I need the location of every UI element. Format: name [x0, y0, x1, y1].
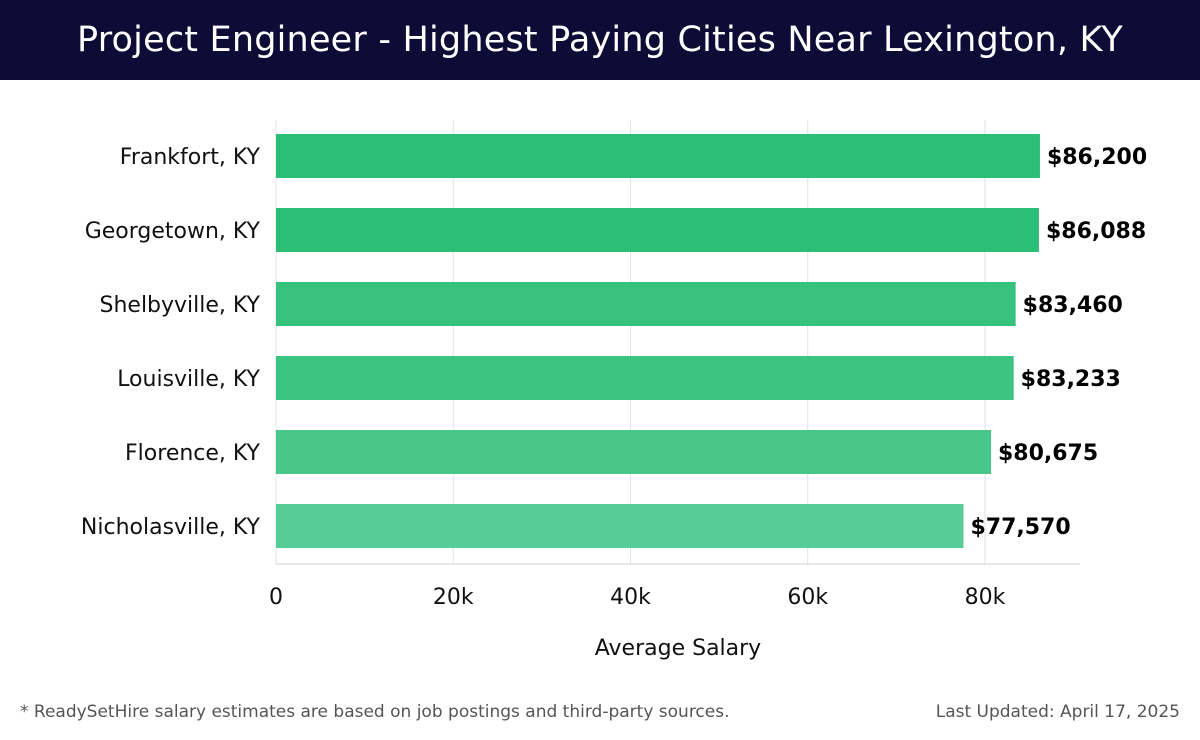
- category-label: Shelbyville, KY: [100, 293, 261, 318]
- x-axis-ticks: 0 20k 40k 60k 80k: [269, 585, 1006, 610]
- bar: [276, 430, 991, 474]
- x-tick-label: 80k: [965, 585, 1006, 610]
- value-label: $80,675: [998, 441, 1098, 466]
- bars: [276, 134, 1040, 548]
- value-labels: $86,200 $86,088 $83,460 $83,233 $80,675 $77,5…: [970, 145, 1147, 540]
- category-label: Frankfort, KY: [120, 145, 261, 170]
- bar: [276, 282, 1016, 326]
- x-tick-label: 60k: [787, 585, 828, 610]
- value-label: $86,200: [1047, 145, 1147, 170]
- x-tick-label: 40k: [610, 585, 651, 610]
- value-label: $83,233: [1021, 367, 1121, 392]
- category-label: Florence, KY: [125, 441, 261, 466]
- category-label: Georgetown, KY: [85, 219, 261, 244]
- chart-header: Project Engineer - Highest Paying Cities…: [0, 0, 1200, 80]
- bar: [276, 356, 1014, 400]
- footer-note: * ReadySetHire salary estimates are base…: [20, 702, 730, 722]
- category-label: Louisville, KY: [117, 367, 260, 392]
- bar: [276, 208, 1039, 252]
- x-tick-label: 20k: [433, 585, 474, 610]
- x-tick-label: 0: [269, 585, 283, 610]
- category-label: Nicholasville, KY: [81, 515, 261, 540]
- chart-title: Project Engineer - Highest Paying Cities…: [77, 20, 1123, 60]
- grid-lines: [275, 120, 986, 564]
- value-label: $77,570: [970, 515, 1070, 540]
- bar: [276, 134, 1040, 178]
- bar-chart: 0 20k 40k 60k 80k Frankfort, KY Georgetown, K…: [81, 120, 1147, 661]
- category-labels: Frankfort, KY Georgetown, KY Shelbyville, …: [81, 145, 261, 540]
- last-updated: Last Updated: April 17, 2025: [935, 702, 1180, 722]
- x-axis-label: Average Salary: [595, 636, 761, 661]
- value-label: $83,460: [1023, 293, 1123, 318]
- bar: [276, 504, 964, 548]
- value-label: $86,088: [1046, 219, 1146, 244]
